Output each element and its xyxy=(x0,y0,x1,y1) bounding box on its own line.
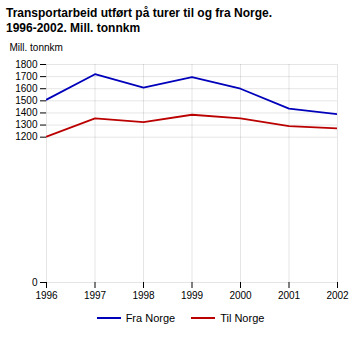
svg-text:1300: 1300 xyxy=(15,119,38,130)
html-text:Fra Norge: Fra Norge xyxy=(125,312,176,324)
svg-text:1500: 1500 xyxy=(15,95,38,106)
svg-text:1200: 1200 xyxy=(15,131,38,142)
svg-text:Mill. tonnkm: Mill. tonnkm xyxy=(10,42,63,53)
svg-text:1700: 1700 xyxy=(15,71,38,82)
svg-text:1997: 1997 xyxy=(84,290,107,301)
svg-text:1400: 1400 xyxy=(15,107,38,118)
svg-text:1996: 1996 xyxy=(35,290,58,301)
svg-text:1600: 1600 xyxy=(15,83,38,94)
svg-text:1800: 1800 xyxy=(15,59,38,70)
svg-text:2000: 2000 xyxy=(229,290,252,301)
svg-text:0: 0 xyxy=(32,277,38,288)
svg-text:1999: 1999 xyxy=(181,290,204,301)
svg-text:2001: 2001 xyxy=(278,290,301,301)
html-text:Transportarbeid utført på ture: Transportarbeid utført på turer til og f… xyxy=(6,6,272,20)
html-text:Til Norge: Til Norge xyxy=(220,312,265,324)
svg-text:1998: 1998 xyxy=(132,290,155,301)
svg-text:2002: 2002 xyxy=(326,290,349,301)
html-text:1996-2002. Mill. tonnkm: 1996-2002. Mill. tonnkm xyxy=(6,21,141,35)
